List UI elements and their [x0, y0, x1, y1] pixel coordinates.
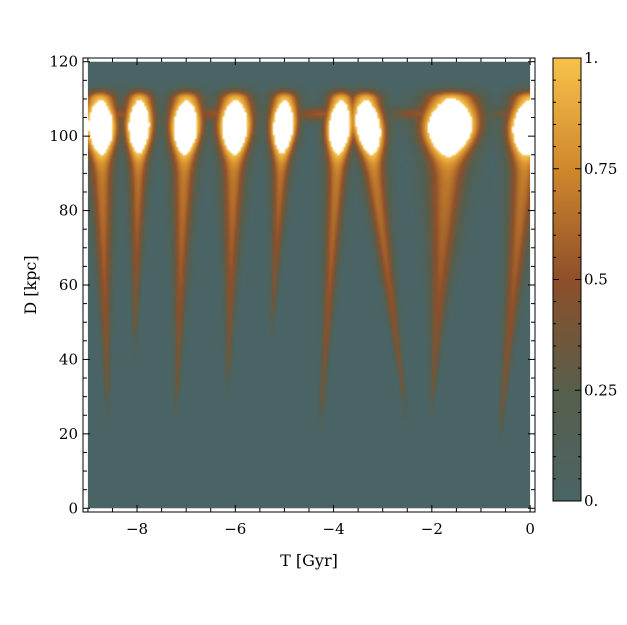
x-tick-label: −8	[126, 520, 148, 538]
colorbar-tick-label: 0.	[584, 492, 598, 510]
y-tick-label: 80	[59, 202, 78, 220]
heatmap-image	[87, 61, 531, 509]
x-tick-label: 0	[525, 520, 535, 538]
x-tick-label: −6	[224, 520, 246, 538]
x-tick-label: −2	[421, 520, 443, 538]
y-axis-label: D [kpc]	[21, 255, 40, 314]
y-tick-label: 40	[59, 350, 78, 368]
colorbar-tick-label: 1.	[584, 49, 598, 67]
plot-area: −8 −6 −4 −2 0 0 20 40 60 80 100 120 T [Gyr] D [kpc…	[21, 53, 536, 570]
y-tick-label: 0	[68, 499, 78, 517]
colorbar-tick-label: 0.25	[584, 381, 617, 399]
y-tick-label: 20	[59, 425, 78, 443]
y-axis-ticks: 0 20 40 60 80 100 120	[49, 53, 535, 517]
colorbar: 0. 0.25 0.5 0.75 1.	[552, 49, 617, 510]
colorbar-ticks: 0. 0.25 0.5 0.75 1.	[553, 49, 617, 510]
x-axis-label: T [Gyr]	[280, 551, 338, 570]
colorbar-tick-label: 0.5	[584, 271, 608, 289]
y-tick-label: 120	[49, 53, 78, 71]
colorbar-tick-label: 0.75	[584, 160, 617, 178]
x-axis-ticks: −8 −6 −4 −2 0	[87, 58, 535, 538]
y-tick-label: 100	[49, 127, 78, 145]
y-tick-label: 60	[59, 276, 78, 294]
x-tick-label: −4	[323, 520, 345, 538]
